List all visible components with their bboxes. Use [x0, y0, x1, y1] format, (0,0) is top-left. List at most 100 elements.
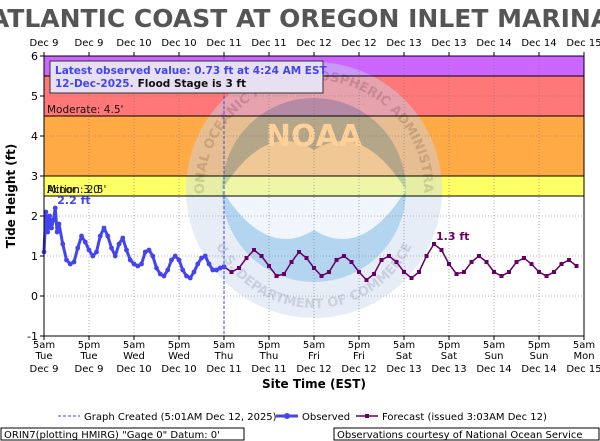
- forecast-point: [507, 270, 511, 274]
- forecast-point: [364, 278, 369, 282]
- x-tick-label-time: 5pm: [78, 340, 100, 351]
- forecast-point: [402, 270, 406, 274]
- forecast-point: [484, 260, 489, 264]
- observed-point: [97, 233, 103, 239]
- forecast-point: [469, 260, 474, 264]
- observed-point: [206, 261, 212, 267]
- forecast-point: [417, 270, 421, 274]
- forecast-point: [387, 254, 391, 258]
- x-top-tick-label: Dec 11: [251, 38, 286, 49]
- observed-point: [109, 245, 114, 251]
- observed-point: [64, 257, 69, 263]
- forecast-point: [447, 262, 451, 266]
- observed-point: [116, 241, 122, 247]
- x-top-tick-label: Dec 9: [75, 38, 104, 49]
- forecast-point: [252, 248, 256, 252]
- x-tick-label-time: 5pm: [438, 340, 460, 351]
- x-top-tick-label: Dec 10: [161, 38, 196, 49]
- x-top-tick-label: Dec 14: [476, 38, 511, 49]
- band-label-minor: Minor: 3.0': [47, 184, 103, 196]
- x-tick-label-time: 5am: [33, 340, 55, 351]
- legend-observed-label: Observed: [302, 412, 350, 423]
- forecast-point: [274, 274, 279, 278]
- forecast-point: [424, 254, 429, 258]
- forecast-point: [289, 260, 294, 264]
- y-tick-label: 2: [31, 210, 38, 223]
- observed-point: [112, 253, 118, 259]
- observed-point: [161, 273, 167, 279]
- observed-point: [187, 275, 193, 281]
- latest-observed-box-bg: [49, 60, 324, 94]
- forecast-point: [394, 260, 399, 264]
- x-tick-label-date: Dec 11: [206, 364, 241, 375]
- observed-point: [150, 253, 156, 259]
- forecast-point: [439, 248, 444, 252]
- legend-graph-created-label: Graph Created (5:01AM Dec 12, 2025): [84, 412, 277, 423]
- observed-point: [217, 265, 223, 271]
- footer-attribution: Observations courtesy of National Ocean …: [337, 430, 583, 441]
- x-tick-label-day: Tue: [34, 351, 52, 362]
- y-tick-label: 4: [31, 130, 38, 143]
- observed-point: [135, 263, 141, 269]
- noaa-seal-inner: [222, 98, 406, 282]
- forecast-point: [334, 258, 339, 262]
- forecast-point: [372, 272, 376, 276]
- observed-point: [120, 235, 126, 241]
- legend-forecast-label: Forecast (issued 3:03AM Dec 12): [382, 412, 547, 423]
- x-tick-label-day: Thu: [214, 351, 234, 362]
- x-tick-label-time: 5pm: [528, 340, 550, 351]
- observed-point: [54, 229, 60, 235]
- y-tick-label: 6: [31, 50, 38, 63]
- forecast-point: [312, 266, 316, 270]
- forecast-point: [514, 260, 519, 264]
- forecast-point: [544, 274, 549, 278]
- data-series: [41, 56, 579, 336]
- band-label-action: Action: 2.5': [47, 184, 106, 196]
- x-tick-label-date: Dec 14: [521, 364, 556, 375]
- y-tick-label: 0: [31, 290, 38, 303]
- observed-point: [184, 273, 189, 279]
- noaa-logo-text: NOAA: [266, 119, 363, 154]
- observed-point: [50, 217, 56, 223]
- x-tick-label-date: Dec 10: [116, 364, 151, 375]
- x-tick-label-time: 5pm: [258, 340, 280, 351]
- observed-point: [169, 257, 174, 263]
- x-tick-label-time: 5am: [573, 340, 595, 351]
- x-tick-label-date: Dec 13: [431, 364, 466, 375]
- forecast-point: [327, 270, 331, 274]
- forecast-point: [432, 242, 436, 246]
- y-axis-label: Tide Height (ft): [4, 144, 18, 248]
- observed-point: [105, 233, 111, 239]
- footer-right-box: [333, 427, 600, 441]
- footer: ORIN7(plotting HMIRG) "Gage 0" Datum: 0'…: [0, 427, 600, 441]
- observed-point: [202, 253, 208, 259]
- legend-forecast-marker: [365, 414, 369, 418]
- x-tick-label-time: 5am: [393, 340, 415, 351]
- latest-observed-box: Latest observed value: 0.73 ft at 4:24 A…: [49, 60, 328, 94]
- band-label-moderate: Moderate: 4.5': [47, 104, 123, 116]
- x-tick-label-day: Thu: [259, 351, 279, 362]
- forecast-point: [229, 270, 234, 274]
- forecast-point: [349, 260, 354, 264]
- x-top-tick-label: Dec 13: [386, 38, 421, 49]
- latest-observed-line1: Latest observed value: 0.73 ft at 4:24 A…: [55, 65, 328, 77]
- forecast-point: [462, 270, 466, 274]
- peak-annotations: 2.2 ft 1.3 ft: [57, 194, 469, 243]
- y-tick-label: 3: [31, 170, 38, 183]
- observed-point: [101, 225, 107, 231]
- x-tick-label-day: Fri: [353, 351, 365, 362]
- x-top-tick-label: Dec 14: [521, 38, 556, 49]
- forecast-point: [244, 256, 249, 260]
- x-tick-label-time: 5am: [483, 340, 505, 351]
- x-tick-label-date: Dec 13: [386, 364, 421, 375]
- observed-point: [142, 249, 148, 255]
- observed-point: [199, 255, 204, 261]
- x-tick-label-time: 5pm: [348, 340, 370, 351]
- x-tick-label-date: Dec 15: [566, 364, 600, 375]
- peak-label: 1.3 ft: [436, 230, 469, 243]
- x-top-tick-label: Dec 12: [296, 38, 331, 49]
- forecast-point: [454, 272, 459, 276]
